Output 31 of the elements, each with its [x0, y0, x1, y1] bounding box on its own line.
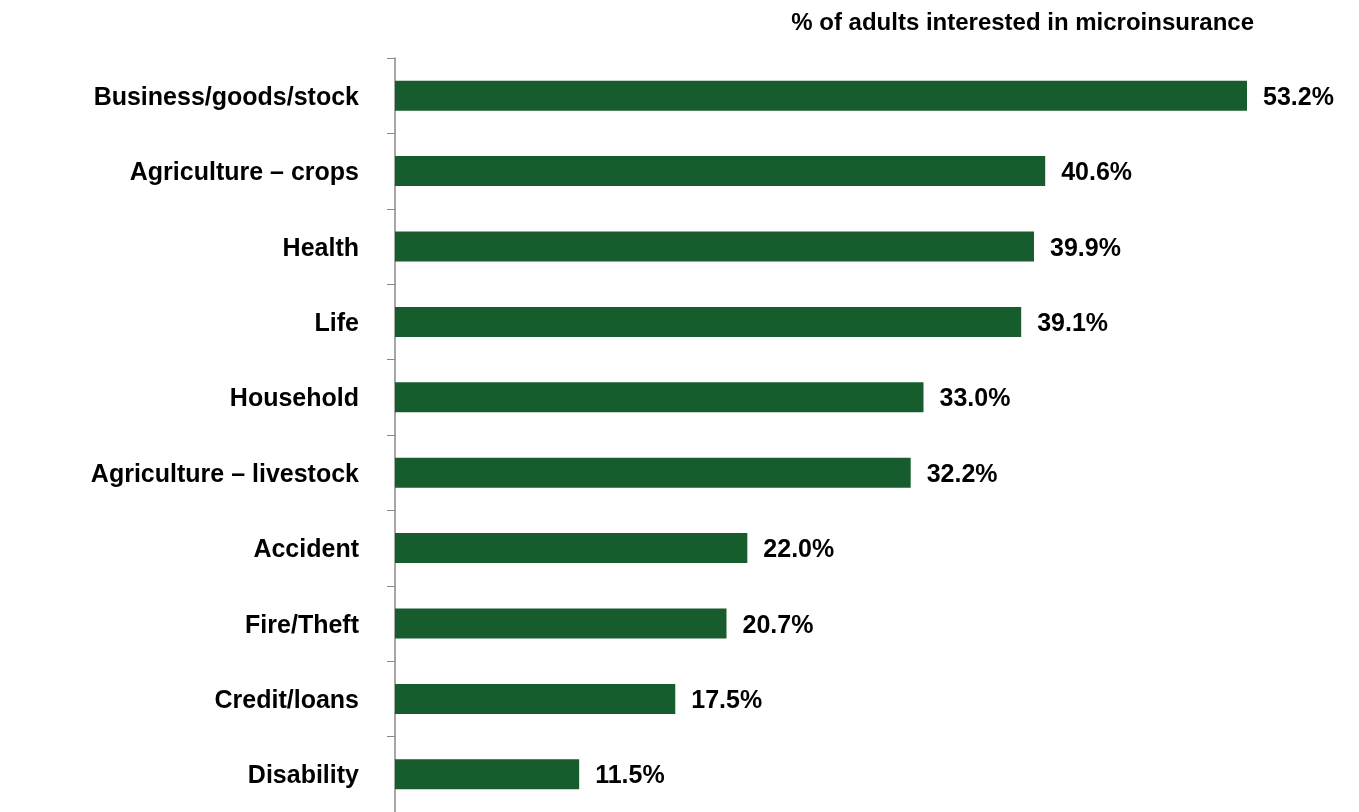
bar: [395, 608, 727, 639]
data-label: 11.5%: [595, 760, 665, 789]
bar: [395, 231, 1034, 262]
bar: [395, 533, 748, 564]
bar: [395, 80, 1247, 111]
bar: [395, 683, 676, 714]
y-tick-label: Household: [229, 383, 359, 412]
y-tick-label: Life: [314, 307, 360, 336]
y-tick-label: Business/goods/stock: [93, 81, 360, 110]
data-label: 53.2%: [1263, 81, 1334, 110]
bar: [395, 156, 1046, 187]
bar: [395, 759, 580, 790]
y-tick-label: Credit/loans: [214, 684, 359, 713]
bar: [395, 382, 924, 413]
y-tick-label: Accident: [253, 534, 360, 563]
y-tick-label: Disability: [247, 760, 360, 789]
data-label: 22.0%: [763, 534, 835, 563]
bar: [395, 457, 911, 488]
y-tick-label: Fire/Theft: [245, 609, 360, 638]
y-tick-label: Agriculture – livestock: [90, 458, 360, 487]
data-label: 39.9%: [1050, 232, 1121, 261]
chart-title: % of adults interested in microinsurance: [791, 7, 1255, 35]
bar: [395, 306, 1022, 337]
y-tick-label: Agriculture – crops: [129, 157, 359, 186]
data-label: 20.7%: [742, 609, 814, 638]
y-tick-label: Health: [282, 232, 359, 261]
data-label: 40.6%: [1061, 157, 1133, 186]
data-label: 32.2%: [926, 458, 998, 487]
data-label: 33.0%: [939, 383, 1011, 412]
data-label: 39.1%: [1037, 307, 1109, 336]
data-label: 17.5%: [691, 684, 763, 713]
